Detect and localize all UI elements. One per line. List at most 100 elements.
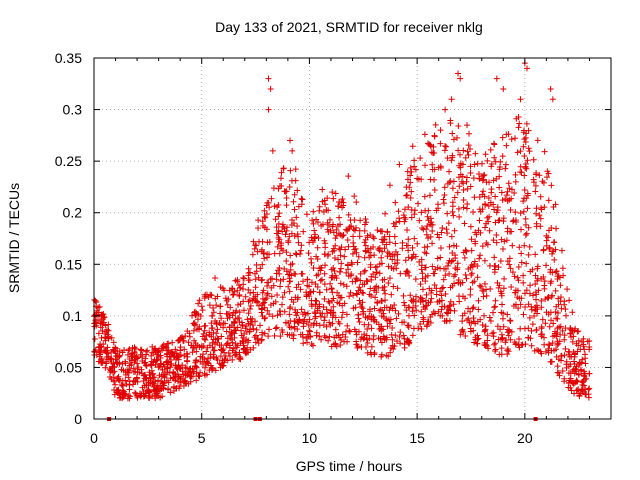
data-point	[536, 172, 543, 179]
data-point	[475, 297, 482, 304]
data-point	[559, 327, 566, 334]
data-point	[122, 360, 129, 367]
data-point	[420, 318, 427, 325]
data-point	[540, 273, 547, 280]
data-point	[512, 209, 519, 216]
data-point	[332, 326, 339, 333]
data-point	[486, 213, 493, 220]
x-tick-label: 0	[90, 430, 98, 446]
data-point	[465, 315, 472, 322]
data-point	[438, 292, 445, 299]
data-point	[362, 248, 369, 255]
data-point	[150, 374, 157, 381]
data-point	[245, 272, 252, 279]
data-point	[496, 184, 503, 191]
data-point	[470, 314, 477, 321]
data-point	[276, 270, 283, 277]
data-point	[428, 221, 435, 228]
data-point	[468, 270, 475, 277]
data-point	[536, 212, 543, 219]
data-point	[566, 297, 573, 304]
data-point	[380, 333, 387, 340]
data-point	[297, 250, 304, 257]
data-point	[276, 210, 283, 217]
data-point	[350, 305, 357, 312]
data-point	[264, 199, 271, 206]
data-point	[499, 197, 506, 204]
data-point	[231, 327, 238, 334]
data-point	[283, 257, 290, 264]
data-point	[118, 381, 125, 388]
data-point	[401, 335, 408, 342]
data-point	[378, 254, 385, 261]
data-point	[403, 242, 410, 249]
data-point	[214, 326, 221, 333]
data-point	[267, 276, 274, 283]
data-point	[331, 247, 338, 254]
data-point	[114, 390, 121, 397]
data-point	[206, 331, 213, 338]
data-point	[175, 374, 182, 381]
data-point	[464, 122, 471, 129]
data-point	[457, 171, 464, 178]
data-point	[210, 351, 217, 358]
data-point	[321, 317, 328, 324]
data-point	[216, 342, 223, 349]
data-point	[359, 299, 366, 306]
data-point	[114, 359, 121, 366]
data-point	[197, 369, 204, 376]
data-point	[420, 298, 427, 305]
data-point	[522, 232, 529, 239]
data-point	[332, 190, 339, 197]
data-point	[116, 348, 123, 355]
data-point	[441, 184, 448, 191]
data-point	[229, 347, 236, 354]
data-point	[506, 196, 513, 203]
data-point	[356, 284, 363, 291]
data-point	[341, 253, 348, 260]
data-point	[490, 237, 497, 244]
data-point	[387, 316, 394, 323]
data-point	[316, 301, 323, 308]
data-point	[263, 202, 270, 209]
data-point	[294, 231, 301, 238]
data-point	[325, 229, 332, 236]
data-point	[558, 305, 565, 312]
data-point	[474, 274, 481, 281]
data-point	[378, 260, 385, 267]
data-point	[476, 282, 483, 289]
data-point	[447, 298, 454, 305]
data-point	[401, 299, 408, 306]
data-point	[357, 270, 364, 277]
data-point	[429, 228, 436, 235]
data-point	[565, 370, 572, 377]
data-point	[239, 338, 246, 345]
data-point	[581, 370, 588, 377]
data-point	[505, 332, 512, 339]
data-point	[467, 286, 474, 293]
data-point	[548, 293, 555, 300]
data-point	[460, 196, 467, 203]
data-point	[324, 226, 331, 233]
data-point	[411, 163, 418, 170]
data-point	[310, 220, 317, 227]
data-point	[495, 264, 502, 271]
data-point	[208, 292, 215, 299]
data-point	[224, 340, 231, 347]
data-point	[550, 239, 557, 246]
data-point	[309, 237, 316, 244]
data-point	[409, 332, 416, 339]
data-point	[297, 286, 304, 293]
data-point	[255, 217, 262, 224]
data-point	[492, 347, 499, 354]
data-point	[479, 177, 486, 184]
data-point	[285, 271, 292, 278]
data-point	[265, 333, 272, 340]
data-point	[234, 324, 241, 331]
data-point	[325, 221, 332, 228]
data-point	[153, 384, 160, 391]
data-point	[474, 318, 481, 325]
data-point	[189, 349, 196, 356]
data-point	[113, 388, 120, 395]
data-point	[355, 253, 362, 260]
